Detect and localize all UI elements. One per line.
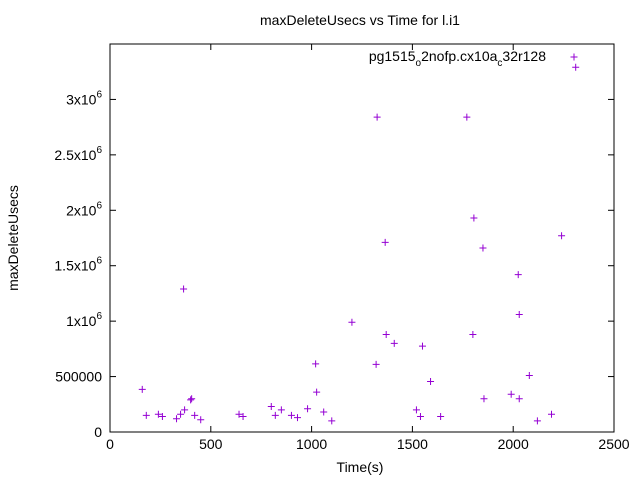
legend-marker <box>570 53 578 61</box>
x-tick-label: 500 <box>199 436 223 452</box>
data-point <box>463 113 471 121</box>
data-point <box>328 417 336 425</box>
data-point <box>154 410 162 418</box>
data-point <box>188 395 196 403</box>
data-point <box>173 415 181 423</box>
legend-label: pg1515o2nofp.cx10ac32r128 <box>369 48 546 69</box>
legend-label-subscript: o <box>416 58 422 69</box>
y-tick-label: 2.5x106 <box>54 145 102 163</box>
data-points <box>138 63 580 425</box>
x-tick-label: 0 <box>106 436 114 452</box>
data-point <box>235 410 243 418</box>
data-point <box>181 406 189 414</box>
legend-label-part: pg1515 <box>369 48 416 64</box>
data-point <box>271 411 279 419</box>
y-tick-label: 1.5x106 <box>54 256 102 274</box>
data-point <box>312 360 320 368</box>
data-point <box>372 360 380 368</box>
data-point <box>320 408 328 416</box>
data-point <box>572 63 580 71</box>
data-point <box>138 385 146 393</box>
y-axis-label: maxDeleteUsecs <box>5 185 21 291</box>
data-point <box>287 411 295 419</box>
data-point <box>142 411 150 419</box>
data-point <box>381 238 389 246</box>
data-point <box>533 417 541 425</box>
y-tick-label: 500000 <box>55 369 102 385</box>
data-point <box>158 412 166 420</box>
legend-label-part: 2nofp.cx10a <box>421 48 497 64</box>
y-tick-label-base: 1x10 <box>66 313 97 329</box>
data-point <box>514 271 522 279</box>
y-tick-label-base: 3x10 <box>66 91 97 107</box>
y-tick-label-base: 2.5x10 <box>54 147 96 163</box>
data-point <box>277 406 285 414</box>
x-axis-label: Time(s) <box>337 459 384 475</box>
x-tick-label: 1500 <box>397 436 428 452</box>
data-point <box>525 371 533 379</box>
data-point <box>507 390 515 398</box>
data-point <box>418 342 426 350</box>
y-tick-label-exponent: 6 <box>96 200 102 211</box>
y-tick-label: 2x106 <box>66 200 102 218</box>
data-point <box>187 396 195 404</box>
y-tick-label: 3x106 <box>66 89 102 107</box>
data-point <box>177 410 185 418</box>
data-point <box>470 214 478 222</box>
data-point <box>479 244 487 252</box>
y-tick-label-exponent: 6 <box>96 256 102 267</box>
y-tick-label-exponent: 6 <box>96 89 102 100</box>
data-point <box>416 412 424 420</box>
data-point <box>558 232 566 240</box>
y-tick-label-base: 2x10 <box>66 202 97 218</box>
data-point <box>197 416 205 424</box>
data-point <box>548 410 556 418</box>
y-tick-label-exponent: 6 <box>96 145 102 156</box>
data-point <box>304 405 312 413</box>
data-point <box>390 339 398 347</box>
data-point <box>469 330 477 338</box>
data-point <box>180 285 188 293</box>
data-point <box>348 318 356 326</box>
data-point <box>437 412 445 420</box>
x-tick-label: 2500 <box>598 436 629 452</box>
axis-ticks: 0 500 1000 1500 2000 250005000001x1061.5x1062… <box>54 44 630 452</box>
y-tick-label: 0 <box>94 424 102 440</box>
x-tick-label: 2000 <box>498 436 529 452</box>
legend: pg1515o2nofp.cx10ac32r128 <box>369 48 578 69</box>
y-tick-label-base: 1.5x10 <box>54 258 96 274</box>
data-point <box>382 330 390 338</box>
y-tick-label-base: 500000 <box>55 369 102 385</box>
y-tick-label: 1x106 <box>66 311 102 329</box>
x-tick-label: 1000 <box>296 436 327 452</box>
data-point <box>293 414 301 422</box>
data-point <box>515 395 523 403</box>
data-point <box>427 378 435 386</box>
data-point <box>480 395 488 403</box>
plot-frame <box>109 43 615 433</box>
data-point <box>191 411 199 419</box>
data-point <box>373 113 381 121</box>
y-tick-label-base: 0 <box>94 424 102 440</box>
data-point <box>267 403 275 411</box>
legend-label-subscript: c <box>497 58 502 69</box>
data-point <box>239 412 247 420</box>
y-tick-label-exponent: 6 <box>96 311 102 322</box>
data-point <box>412 406 420 414</box>
legend-label-part: 32r128 <box>502 48 546 64</box>
data-point <box>515 310 523 318</box>
data-point <box>313 388 321 396</box>
chart-title: maxDeleteUsecs vs Time for l.i1 <box>260 12 460 28</box>
